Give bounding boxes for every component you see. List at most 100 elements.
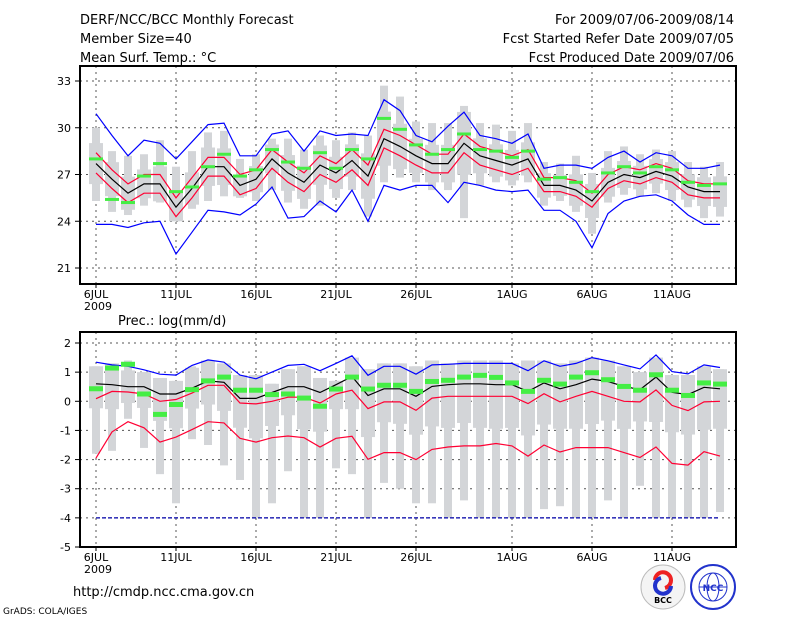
ensemble-range-bar (268, 383, 276, 504)
ensemble-range-bar (572, 360, 580, 518)
y-tick-label: 2 (64, 337, 71, 350)
series-line-mean-plus-sd (95, 384, 721, 412)
bcc-logo-text: BCC (654, 596, 672, 605)
ensemble-range-bar (700, 366, 708, 518)
ensemble-range-bar (300, 366, 308, 518)
ensemble-range-bar (620, 366, 628, 518)
ensemble-range-bar (652, 357, 660, 518)
temperature-panel: 33 30 27 24 21 6JUL 11JUL 16JUL 21JUL 26JUL 1AUG 6A… (57, 65, 737, 313)
y-tick-label: 33 (57, 75, 71, 88)
variable-label: Mean Surf. Temp.: °C (80, 51, 216, 66)
obs-marker (313, 403, 327, 409)
ensemble-range-bar (444, 363, 452, 518)
obs-marker (681, 392, 695, 398)
series-line-mean-minus-sd (95, 421, 721, 466)
ensemble-range-bar (716, 369, 724, 513)
y-tick-label: -2 (60, 454, 71, 467)
obs-marker (265, 392, 279, 398)
obs-marker (441, 148, 455, 152)
obs-marker (249, 387, 263, 393)
obs-marker (185, 185, 199, 189)
ensemble-box (377, 363, 391, 423)
obs-marker (681, 180, 695, 184)
y-tick-label: 24 (57, 215, 71, 228)
ensemble-range-bar (540, 360, 548, 510)
ensemble-box (633, 372, 647, 422)
obs-marker (505, 155, 519, 159)
ensemble-range-bar (140, 372, 148, 448)
x-year-label: 2009 (84, 563, 112, 576)
x-tick-label: 6JUL (84, 288, 109, 301)
x-tick-label: 21JUL (320, 288, 352, 301)
obs-marker (537, 377, 551, 383)
obs-marker (601, 377, 615, 383)
obs-marker (553, 381, 567, 387)
obs-marker (665, 168, 679, 172)
obs-marker (297, 166, 311, 170)
obs-marker (329, 386, 343, 392)
obs-marker (585, 190, 599, 194)
obs-marker (569, 180, 583, 184)
y-tick-label: -3 (60, 483, 71, 496)
obs-marker (201, 378, 215, 384)
obs-marker (361, 386, 375, 392)
obs-marker (649, 165, 663, 169)
obs-marker (601, 171, 615, 175)
ensemble-box (665, 375, 679, 433)
ensemble-box (537, 360, 551, 425)
obs-marker (169, 401, 183, 407)
ensemble-box (697, 366, 711, 430)
ensemble-box (105, 363, 119, 410)
obs-marker (697, 183, 711, 187)
obs-marker (105, 365, 119, 371)
obs-marker (89, 157, 103, 161)
obs-marker (281, 391, 295, 397)
ensemble-range-bar (636, 372, 644, 486)
obs-marker (361, 157, 375, 161)
ncc-logo-text: NCC (703, 584, 724, 594)
x-tick-label: 11JUL (160, 288, 192, 301)
y-tick-label: -1 (60, 424, 71, 437)
ensemble-range-bar (460, 360, 468, 501)
obs-marker (345, 374, 359, 380)
series-line-min (96, 181, 720, 256)
obs-marker (521, 149, 535, 153)
obs-marker (169, 190, 183, 194)
x-tick-label: 11AUG (653, 551, 691, 564)
obs-marker (409, 143, 423, 147)
y-tick-label: 21 (57, 262, 71, 275)
ensemble-box (345, 357, 359, 410)
obs-marker (137, 391, 151, 397)
series-line-mean-minus-sd (95, 147, 720, 218)
ensemble-range-bar (380, 363, 388, 483)
ensemble-range-bar (412, 366, 420, 504)
footer-url[interactable]: http://cmdp.ncc.cma.gov.cn (73, 585, 254, 600)
fcst-started-date: Fcst Started Refer Date 2009/07/05 (503, 32, 734, 47)
ensemble-box (249, 375, 263, 439)
precip-panel-title: Prec.: log(mm/d) (118, 314, 226, 329)
ensemble-box (489, 360, 503, 429)
ensemble-range-bar (364, 369, 372, 518)
obs-marker (473, 372, 487, 378)
obs-marker (649, 372, 663, 378)
obs-marker (457, 132, 471, 136)
y-tick-label: 27 (57, 169, 71, 182)
y-tick-label: 30 (57, 122, 71, 135)
y-tick-label: 1 (64, 366, 71, 379)
ensemble-box (89, 143, 103, 185)
ensemble-range-bar (92, 366, 100, 454)
obs-marker (473, 148, 487, 152)
grads-credit: GrADS: COLA/IGES (3, 607, 87, 617)
y-tick-label: 0 (64, 395, 71, 408)
ensemble-range-bar (316, 377, 324, 518)
x-tick-label: 16JUL (240, 288, 272, 301)
obs-marker (489, 149, 503, 153)
ensemble-box (457, 360, 471, 423)
x-tick-label: 6AUG (576, 288, 607, 301)
obs-marker (153, 162, 167, 166)
ensemble-range-bar (588, 357, 596, 518)
ensemble-box (425, 360, 439, 427)
obs-marker (313, 151, 327, 155)
obs-marker (233, 174, 247, 178)
